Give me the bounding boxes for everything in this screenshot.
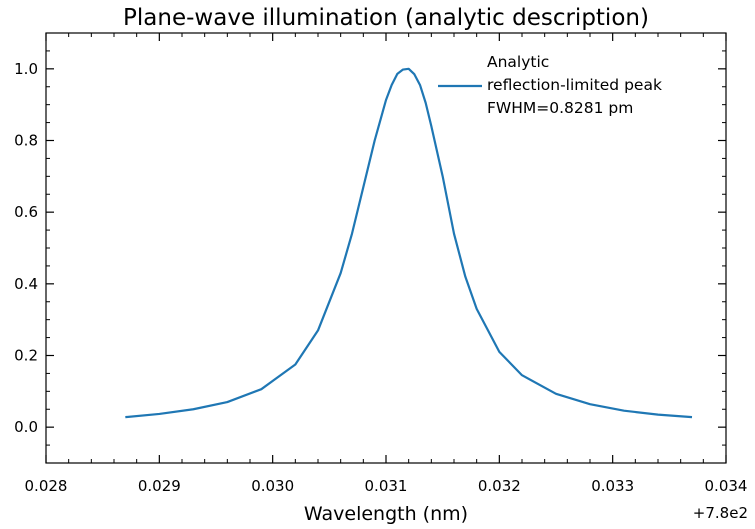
y-tick-label: 0.8 xyxy=(14,132,38,150)
series-line xyxy=(125,67,693,419)
x-axis-offset-label: +7.8e2 xyxy=(693,504,748,522)
x-axis-label: Wavelength (nm) xyxy=(304,503,468,525)
chart-title: Plane-wave illumination (analytic descri… xyxy=(123,5,649,31)
x-tick-label: 0.033 xyxy=(591,477,634,495)
x-tick-label: 0.034 xyxy=(705,477,748,495)
x-tick-label: 0.032 xyxy=(478,477,521,495)
series-layer xyxy=(125,67,693,419)
legend-label-line: Analytic xyxy=(487,53,549,71)
x-tick-label: 0.029 xyxy=(138,477,181,495)
legend: Analytic reflection-limited peak FWHM=0.82… xyxy=(438,53,662,117)
y-tick-label: 0.2 xyxy=(14,347,38,365)
axis-tick-labels: 0.028 0.029 0.030 0.031 0.032 0.033 0.034 0.0 0.… xyxy=(14,60,747,495)
x-tick-label: 0.031 xyxy=(365,477,408,495)
legend-label: Analytic reflection-limited peak FWHM=0.82… xyxy=(487,53,662,117)
y-tick-label: 0.6 xyxy=(14,203,38,221)
x-tick-label: 0.030 xyxy=(251,477,294,495)
axis-ticks xyxy=(45,32,727,464)
y-tick-label: 0.4 xyxy=(14,275,38,293)
y-tick-label: 1.0 xyxy=(14,60,38,78)
x-tick-label: 0.028 xyxy=(25,477,68,495)
legend-label-line: reflection-limited peak xyxy=(487,76,662,94)
y-tick-label: 0.0 xyxy=(14,418,38,436)
legend-label-line: FWHM=0.8281 pm xyxy=(487,99,633,117)
